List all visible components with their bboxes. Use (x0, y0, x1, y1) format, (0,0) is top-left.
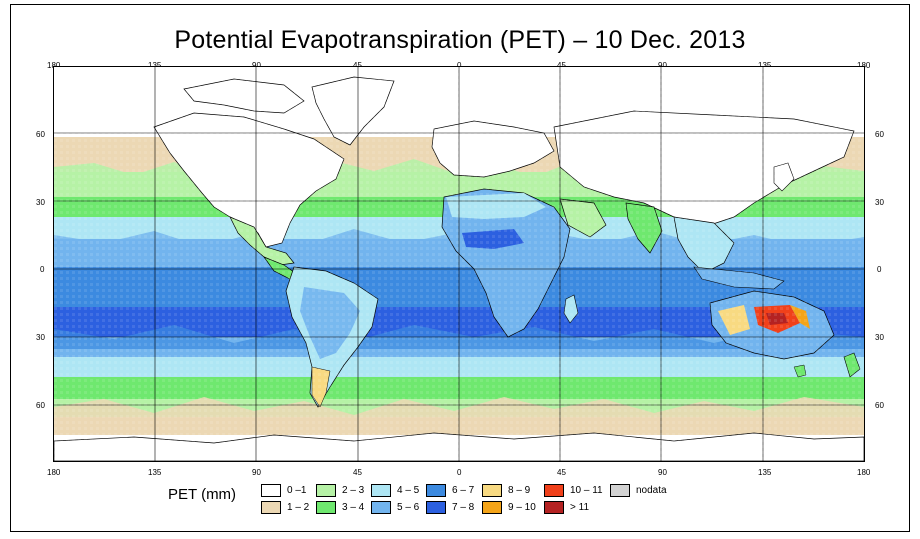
legend-item-5-6: 5 – 6 (371, 501, 419, 514)
legend-swatch (261, 501, 281, 514)
legend-label: nodata (636, 485, 667, 496)
lon-label-top: 180 (857, 61, 870, 70)
lon-label-top: 90 (252, 61, 261, 70)
lat-label-right: 60 (875, 130, 884, 139)
legend-label: 10 – 11 (570, 485, 603, 496)
legend-swatch (426, 484, 446, 497)
lon-label-bottom: 45 (353, 468, 362, 477)
lat-label-left: 60 (36, 130, 45, 139)
legend-item-6-7: 6 – 7 (426, 484, 474, 497)
legend-swatch (544, 484, 564, 497)
legend-item-10-11: 10 – 11 (544, 484, 603, 497)
lat-label-right: 0 (877, 265, 882, 274)
legend-item-gt11: > 11 (544, 501, 589, 514)
legend-swatch (316, 501, 336, 514)
legend-label: 2 – 3 (342, 485, 365, 496)
lat-label-left: 0 (40, 265, 45, 274)
legend-label: 5 – 6 (397, 502, 420, 513)
legend-item-nodata: nodata (610, 484, 667, 497)
legend-swatch (482, 501, 502, 514)
lat-label-right: 30 (875, 198, 884, 207)
lat-label-left: 30 (36, 333, 45, 342)
legend-swatch (426, 501, 446, 514)
lon-label-top: 0 (457, 61, 461, 70)
lon-label-bottom: 180 (47, 468, 61, 477)
legend-label: 1 – 2 (287, 502, 310, 513)
lon-label-bottom: 90 (658, 468, 667, 477)
lon-label-bottom: 135 (148, 468, 162, 477)
lat-label-left: 30 (36, 198, 45, 207)
lon-label-bottom: 180 (857, 468, 871, 477)
map-title: Potential Evapotranspiration (PET) – 10 … (174, 26, 746, 54)
legend-label: 9 – 10 (508, 502, 536, 513)
legend-item-4-5: 4 – 5 (371, 484, 419, 497)
lat-label-right: 30 (875, 333, 884, 342)
legend-label: 7 – 8 (452, 502, 475, 513)
lon-label-bottom: 90 (252, 468, 261, 477)
legend-swatch (482, 484, 502, 497)
lat-label-right: 60 (875, 401, 884, 410)
legend-label: 0 –1 (287, 485, 307, 496)
lon-label-bottom: 45 (557, 468, 566, 477)
pet-map (53, 66, 865, 462)
legend-swatch (544, 501, 564, 514)
legend-label: 6 – 7 (452, 485, 475, 496)
legend-label: > 11 (570, 502, 589, 513)
lat-label-left: 60 (36, 401, 45, 410)
legend-label: 8 – 9 (508, 485, 531, 496)
lon-label-top: 45 (353, 61, 362, 70)
legend-item-3-4: 3 – 4 (316, 501, 364, 514)
lon-label-top: 45 (557, 61, 566, 70)
legend-swatch (371, 501, 391, 514)
lon-label-top: 135 (758, 61, 771, 70)
legend-label: 4 – 5 (397, 485, 420, 496)
legend-title: PET (mm) (168, 486, 237, 503)
legend-swatch (316, 484, 336, 497)
legend-item-0-1: 0 –1 (261, 484, 306, 497)
legend-item-2-3: 2 – 3 (316, 484, 364, 497)
lon-label-top: 135 (148, 61, 161, 70)
legend-item-7-8: 7 – 8 (426, 501, 474, 514)
lon-label-top: 180 (47, 61, 60, 70)
legend-swatch (261, 484, 281, 497)
lon-label-bottom: 0 (457, 468, 462, 477)
legend-item-1-2: 1 – 2 (261, 501, 309, 514)
pet-map-canvas (54, 67, 864, 461)
legend-swatch (610, 484, 630, 497)
lon-label-bottom: 135 (758, 468, 772, 477)
legend-item-8-9: 8 – 9 (482, 484, 530, 497)
lon-label-top: 90 (658, 61, 667, 70)
legend-item-9-10: 9 – 10 (482, 501, 536, 514)
legend-swatch (371, 484, 391, 497)
legend-label: 3 – 4 (342, 502, 365, 513)
